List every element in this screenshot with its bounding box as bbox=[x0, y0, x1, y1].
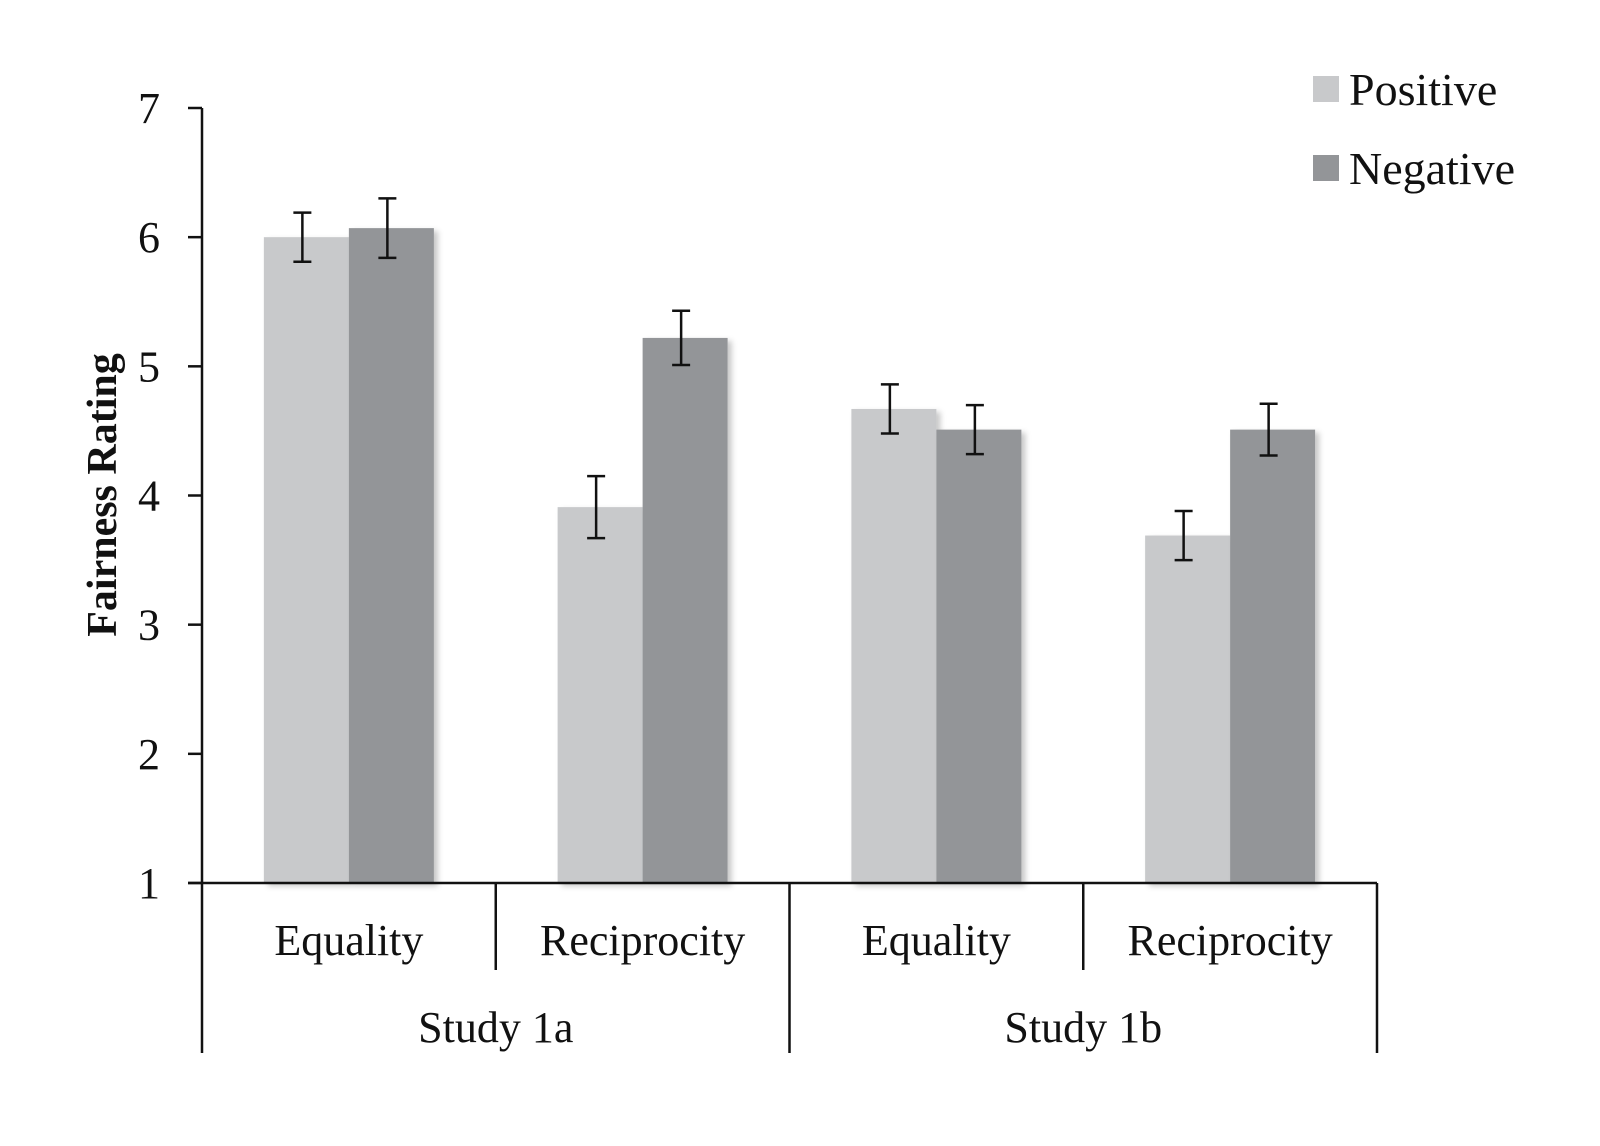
y-tick-label: 7 bbox=[138, 84, 160, 133]
bar-negative-0 bbox=[348, 228, 434, 883]
category-label: Reciprocity bbox=[1127, 916, 1332, 965]
y-tick-label: 1 bbox=[138, 859, 160, 908]
bar-positive-2 bbox=[851, 408, 937, 883]
group-label: Study 1a bbox=[418, 1003, 573, 1052]
category-label: Equality bbox=[274, 916, 423, 965]
bar-positive-0 bbox=[263, 237, 349, 883]
category-label: Equality bbox=[862, 916, 1011, 965]
group-label: Study 1b bbox=[1004, 1003, 1162, 1052]
y-tick-label: 4 bbox=[138, 472, 160, 521]
y-tick-label: 2 bbox=[138, 730, 160, 779]
plot-area: 1 2 3 4 5 6 7 Equality Reciprocity Equality Recipr… bbox=[138, 64, 1515, 1053]
y-tick-label: 6 bbox=[138, 213, 160, 262]
legend-label-positive: Positive bbox=[1349, 64, 1497, 115]
bar-positive-3 bbox=[1145, 535, 1231, 883]
legend-swatch-positive bbox=[1313, 76, 1339, 102]
bar-negative-1 bbox=[642, 337, 728, 884]
y-tick-label: 5 bbox=[138, 342, 160, 391]
bar-negative-2 bbox=[936, 429, 1022, 883]
y-tick-label: 3 bbox=[138, 601, 160, 650]
legend-swatch-negative bbox=[1313, 155, 1339, 181]
bar-negative-3 bbox=[1230, 429, 1316, 883]
category-label: Reciprocity bbox=[540, 916, 745, 965]
legend-label-negative: Negative bbox=[1349, 143, 1515, 194]
bar-positive-1 bbox=[557, 507, 643, 883]
y-axis-title: Fairness Rating bbox=[80, 353, 126, 637]
